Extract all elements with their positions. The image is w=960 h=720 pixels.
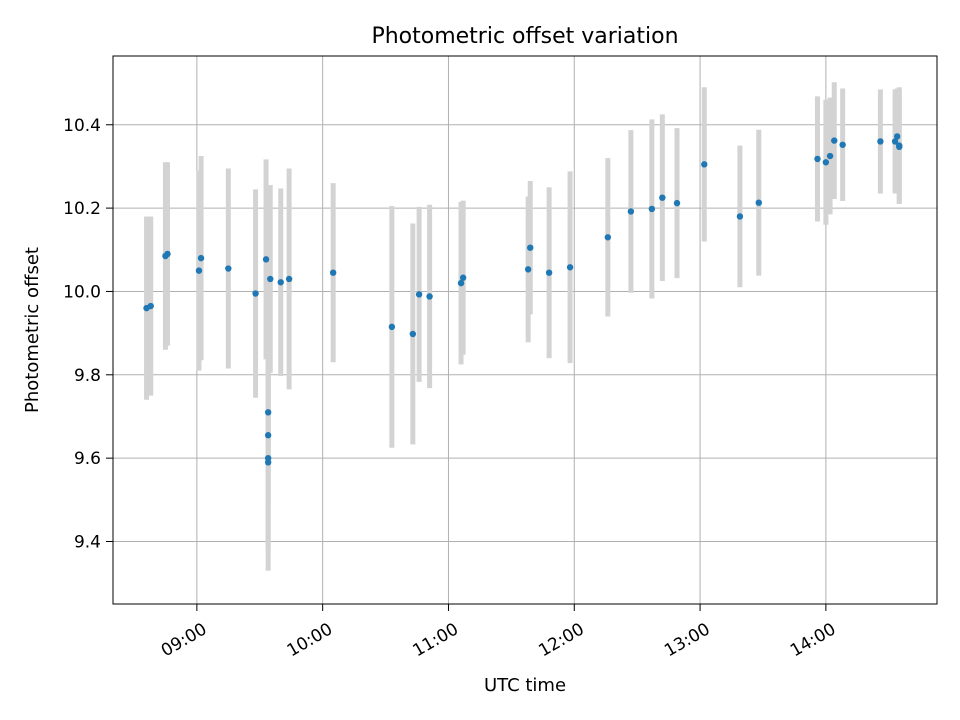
data-points — [143, 133, 903, 466]
x-tick-label: 09:00 — [158, 619, 210, 661]
data-point — [388, 323, 396, 331]
data-point — [877, 138, 884, 145]
data-point — [755, 199, 762, 206]
data-point — [736, 213, 744, 220]
y-tick-label: 9.8 — [74, 366, 101, 386]
axis-ticks: 09:00 10:00 11:00 12:00 13:00 14:00 9.4 9.6 9.8 1… — [63, 116, 839, 661]
data-point — [814, 155, 821, 163]
data-point — [627, 208, 635, 215]
data-point — [264, 459, 272, 466]
data-point — [252, 290, 259, 297]
data-point — [197, 254, 205, 262]
data-point — [673, 199, 681, 207]
data-point — [891, 138, 899, 145]
data-point — [285, 275, 293, 283]
data-point — [826, 152, 834, 160]
data-point — [329, 269, 337, 276]
data-point — [147, 302, 154, 310]
data-point — [545, 269, 553, 276]
y-tick-label: 10.2 — [63, 199, 101, 219]
data-point — [426, 293, 433, 300]
data-point — [896, 143, 903, 151]
data-point — [659, 194, 666, 201]
data-point — [701, 161, 708, 168]
data-point — [839, 141, 846, 148]
x-tick-label: 12:00 — [535, 619, 587, 661]
data-point — [831, 137, 838, 144]
y-tick-label: 9.6 — [74, 449, 101, 469]
data-point — [277, 279, 284, 286]
x-tick-label: 13:00 — [661, 619, 713, 661]
y-tick-label: 10.0 — [63, 282, 101, 302]
error-bars — [144, 82, 902, 571]
data-point — [415, 291, 423, 298]
y-axis-label: Photometric offset — [22, 247, 43, 413]
data-point — [459, 274, 467, 281]
data-point — [409, 330, 417, 338]
data-point — [604, 234, 612, 241]
data-point — [262, 256, 270, 263]
y-tick-label: 10.4 — [63, 116, 101, 136]
data-point — [893, 133, 901, 140]
chart-title: Photometric offset variation — [371, 24, 678, 49]
data-point — [566, 264, 574, 271]
data-point — [264, 409, 272, 416]
x-axis-label: UTC time — [484, 675, 566, 696]
data-point — [164, 250, 171, 258]
data-point — [267, 275, 274, 283]
data-point — [527, 244, 534, 251]
data-point — [264, 432, 272, 439]
data-point — [524, 266, 532, 273]
grid-lines — [113, 56, 937, 604]
data-point — [195, 267, 203, 274]
x-tick-label: 11:00 — [410, 619, 462, 661]
y-tick-label: 9.4 — [74, 532, 101, 552]
data-point — [225, 265, 232, 272]
data-point — [648, 205, 656, 213]
data-point — [822, 159, 830, 166]
plot-frame — [112, 55, 938, 605]
x-tick-label: 14:00 — [787, 619, 839, 661]
data-point — [457, 279, 465, 287]
x-tick-label: 10:00 — [284, 619, 336, 661]
